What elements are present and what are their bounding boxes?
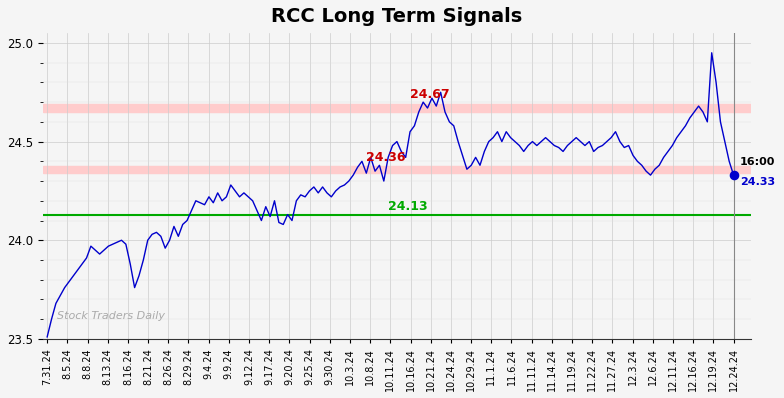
Text: 16:00: 16:00: [740, 157, 775, 167]
Text: Stock Traders Daily: Stock Traders Daily: [57, 310, 165, 320]
Title: RCC Long Term Signals: RCC Long Term Signals: [271, 7, 523, 26]
Text: 24.13: 24.13: [388, 200, 428, 213]
Text: 24.36: 24.36: [366, 151, 406, 164]
Bar: [43, 105, 751, 111]
Text: 24.67: 24.67: [410, 88, 450, 101]
Text: 24.33: 24.33: [740, 177, 775, 187]
Point: [728, 172, 740, 178]
Bar: [43, 166, 751, 173]
